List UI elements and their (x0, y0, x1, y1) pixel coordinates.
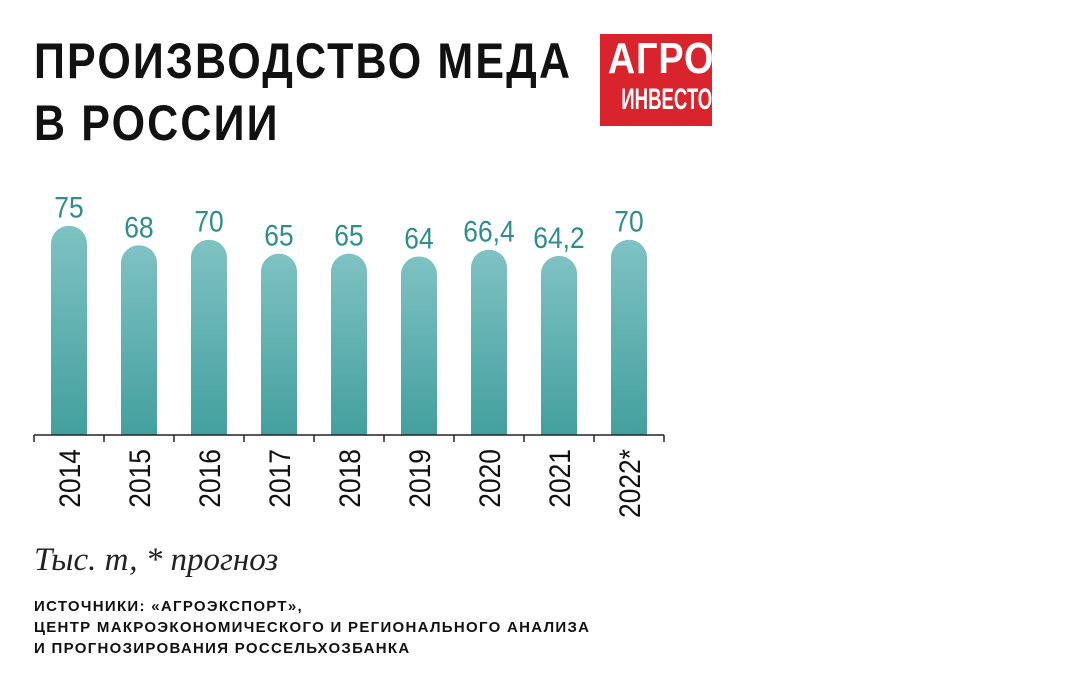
value-label-2015: 68 (124, 210, 153, 244)
sources-line-2: ЦЕНТР МАКРОЭКОНОМИЧЕСКОГО И РЕГИОНАЛЬНОГ… (34, 619, 591, 636)
bars-group (51, 225, 647, 435)
x-tick-label-2016: 2016 (192, 449, 226, 508)
bar-2019 (401, 256, 437, 435)
x-tick-label-2021: 2021 (542, 449, 576, 508)
x-tick-label-2018: 2018 (332, 449, 366, 508)
x-tick-label-2017: 2017 (262, 449, 296, 508)
bar-2016 (191, 239, 227, 435)
bar-2021 (541, 255, 577, 435)
agroinvestor-logo: АГРО ИНВЕСТОР (600, 34, 712, 126)
x-axis (33, 434, 665, 442)
value-label-2021: 64,2 (533, 220, 584, 254)
bar-2020 (471, 249, 507, 435)
sources-line-3: И ПРОГНОЗИРОВАНИЯ РОССЕЛЬХОЗБАНКА (34, 640, 411, 657)
value-label-2020: 66,4 (463, 214, 514, 248)
value-labels-group: 75 68 70 65 65 64 66,4 64,2 70 (54, 190, 643, 255)
sources-line-1: ИСТОЧНИКИ: «АГРОЭКСПОРТ», (34, 598, 303, 615)
bar-2022-forecast (611, 239, 647, 435)
x-tick-label-2019: 2019 (402, 449, 436, 508)
bar-2017 (261, 253, 297, 435)
bar-2014 (51, 225, 87, 435)
bar-2018 (331, 253, 367, 435)
value-label-2019: 64 (404, 221, 433, 255)
value-label-2016: 70 (194, 204, 223, 238)
x-tick-label-2014: 2014 (52, 449, 86, 508)
title-line-1: ПРОИЗВОДСТВО МЕДА (34, 33, 573, 89)
x-tick-labels-group: 2014 2015 2016 2017 2018 2019 2020 2021 2022* (52, 449, 646, 518)
value-label-2017: 65 (264, 218, 293, 252)
value-label-2014: 75 (54, 190, 83, 224)
unit-note: Тыс. т, * прогноз (34, 542, 279, 578)
value-label-2018: 65 (334, 218, 363, 252)
logo-line-2: ИНВЕСТОР (621, 83, 712, 116)
x-tick-label-2015: 2015 (122, 449, 156, 508)
bar-2015 (121, 245, 157, 435)
logo-line-1: АГРО (607, 34, 712, 83)
x-tick-label-2020: 2020 (472, 449, 506, 508)
title-line-2: В РОССИИ (34, 95, 280, 151)
chart-title: ПРОИЗВОДСТВО МЕДА В РОССИИ (34, 30, 572, 154)
value-label-2022-forecast: 70 (614, 204, 643, 238)
x-tick-label-2022-forecast: 2022* (612, 449, 646, 518)
sources-note: ИСТОЧНИКИ: «АГРОЭКСПОРТ», ЦЕНТР МАКРОЭКО… (34, 596, 590, 659)
